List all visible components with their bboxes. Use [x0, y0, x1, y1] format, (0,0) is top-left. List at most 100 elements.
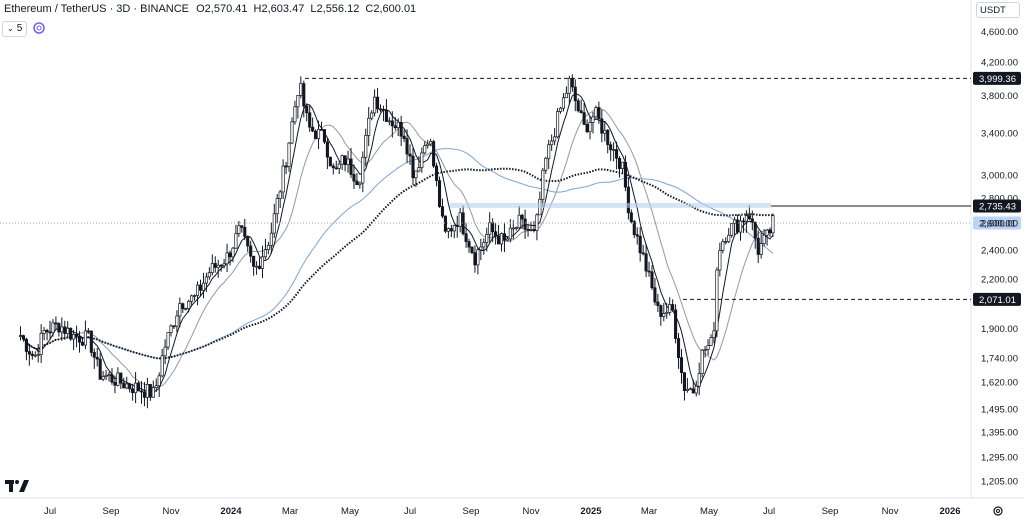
candle-up: [60, 326, 64, 333]
candle-up: [505, 238, 509, 241]
candle-up: [706, 345, 710, 350]
candle-up: [66, 327, 70, 334]
candle-down: [376, 96, 380, 110]
candle-down: [491, 222, 495, 233]
candle-up: [685, 388, 689, 391]
time-tick-label: May: [700, 506, 718, 517]
indicator-collapse-button[interactable]: ⌄ 5: [2, 21, 28, 37]
candle-up: [104, 375, 108, 377]
ohlc-open-value: 2,570.41: [204, 3, 248, 15]
candle-up: [485, 233, 489, 243]
candle-down: [249, 245, 253, 257]
candle-down: [402, 135, 406, 139]
candle-down: [257, 265, 262, 269]
candle-down: [467, 241, 471, 248]
candle-up: [529, 229, 533, 231]
candle-down: [246, 236, 250, 247]
candle-up: [160, 355, 164, 377]
candle-down: [198, 284, 203, 291]
candle-down: [98, 358, 102, 380]
price-level-label: 2,735.43: [979, 201, 1016, 212]
price-tick-label: 1,740.00: [981, 353, 1018, 364]
time-tick-label: 2025: [580, 506, 602, 517]
candle-down: [635, 234, 639, 237]
time-tick-label: 2024: [220, 506, 242, 517]
candle-up: [287, 142, 291, 167]
candle-up: [665, 312, 669, 315]
candle-down: [319, 128, 324, 131]
candle-up: [299, 83, 303, 96]
candle-down: [617, 157, 622, 169]
candle-up: [51, 322, 55, 333]
candle-down: [449, 228, 453, 232]
candle-up: [145, 384, 149, 398]
candle-up: [724, 241, 728, 243]
candle-up: [721, 241, 725, 251]
candle-down: [585, 123, 589, 133]
candle-down: [408, 153, 412, 157]
candle-down: [331, 165, 335, 169]
candle-down: [334, 167, 338, 170]
candle-down: [148, 384, 152, 398]
candle-up: [201, 282, 206, 291]
candle-down: [142, 391, 146, 398]
time-tick-label: Sep: [463, 506, 480, 517]
candle-up: [296, 95, 300, 108]
price-axis[interactable]: 4,600.00 4,200.00 3,800.00 3,400.00 3,000.00…: [981, 27, 1018, 488]
candle-down: [573, 86, 577, 102]
candle-down: [753, 221, 757, 239]
candle-up: [190, 295, 194, 302]
candle-down: [526, 228, 530, 231]
candle-up: [36, 354, 40, 356]
candle-up: [541, 169, 545, 200]
candle-up: [193, 295, 197, 297]
symbol-title[interactable]: Ethereum / TetherUS · 3D · BINANCE: [4, 3, 190, 15]
candle-up: [154, 385, 158, 389]
candle-up: [730, 223, 734, 236]
candle-up: [771, 215, 775, 234]
candle-up: [715, 269, 719, 332]
candle-up: [157, 375, 161, 387]
candle-up: [688, 388, 692, 391]
candle-down: [676, 338, 681, 358]
candle-down: [615, 149, 619, 159]
candle-up: [488, 222, 492, 235]
candle-down: [172, 325, 176, 328]
candle-down: [597, 107, 601, 120]
candle-up: [738, 220, 743, 233]
candle-down: [470, 246, 474, 254]
time-tick-label: Sep: [103, 506, 120, 517]
gear-icon[interactable]: [992, 505, 1004, 517]
resistance-zone: [450, 202, 771, 208]
sync-icon[interactable]: [32, 21, 46, 35]
tradingview-logo-icon[interactable]: [5, 478, 29, 492]
candle-down: [435, 165, 439, 181]
candle-up: [275, 198, 279, 215]
candle-up: [367, 117, 371, 136]
candle-down: [768, 229, 772, 234]
candle-down: [750, 218, 754, 223]
candle-up: [727, 234, 731, 242]
candle-down: [393, 125, 397, 129]
candle-up: [694, 385, 698, 394]
time-axis[interactable]: Jul Sep Nov 2024 Mar May Jul Sep Nov 2025 Mar May Ju…: [44, 506, 961, 517]
candle-down: [131, 388, 135, 394]
candle-up: [620, 161, 625, 169]
candle-up: [346, 158, 350, 165]
candle-down: [219, 264, 223, 267]
price-level-label: 3,999.36: [979, 74, 1016, 85]
candle-down: [89, 330, 93, 353]
candle-up: [316, 128, 321, 140]
candle-down: [69, 327, 73, 340]
price-tick-label: 2,800.00: [981, 194, 1018, 205]
candle-down: [95, 356, 99, 360]
ohlc-close-value: 2,600.01: [373, 3, 417, 15]
currency-selector[interactable]: USDT: [976, 2, 1020, 18]
candle-down: [63, 326, 67, 334]
candle-up: [547, 144, 551, 159]
moving-averages: [19, 93, 774, 393]
candle-up: [420, 152, 424, 168]
ohlc-low-value: 2,556.12: [316, 3, 360, 15]
candle-up: [564, 92, 568, 99]
